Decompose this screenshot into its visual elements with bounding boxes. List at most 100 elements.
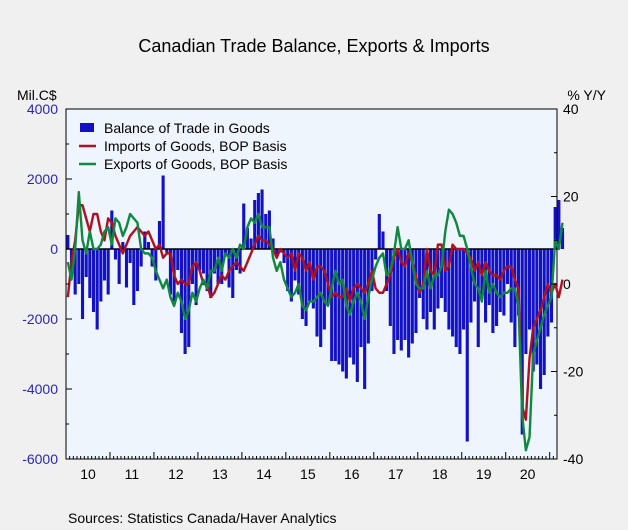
balance-bar <box>146 242 151 249</box>
balance-bar <box>66 235 70 249</box>
balance-bar <box>425 249 429 330</box>
legend-label: Exports of Goods, BOP Basis <box>104 156 287 172</box>
year-label: 15 <box>300 466 316 482</box>
year-label: 16 <box>344 466 360 482</box>
balance-bar <box>557 200 561 249</box>
balance-bar <box>516 249 521 316</box>
balance-bar <box>110 210 114 249</box>
balance-bar <box>117 249 121 284</box>
balance-bar <box>113 249 118 260</box>
balance-bar <box>491 249 495 333</box>
balance-bar <box>377 214 381 249</box>
balance-bar <box>201 249 205 274</box>
balance-bar <box>282 249 286 263</box>
balance-bar <box>256 193 260 249</box>
balance-bar <box>407 249 411 358</box>
balance-bar <box>443 249 447 312</box>
balance-bar <box>381 231 385 249</box>
balance-bar <box>502 249 506 316</box>
balance-bar <box>264 214 268 249</box>
balance-bar <box>326 249 330 305</box>
balance-bar <box>161 175 165 249</box>
left-tick-label: -2000 <box>22 311 58 327</box>
balance-bar <box>121 242 125 249</box>
balance-bar <box>183 249 187 354</box>
left-tick-label: -4000 <box>22 381 58 397</box>
legend-swatch-balance <box>80 123 94 132</box>
balance-bar <box>84 249 88 277</box>
balance-bar <box>476 249 480 347</box>
balance-bar <box>414 249 418 333</box>
balance-bar <box>73 249 77 295</box>
balance-bar <box>135 249 140 291</box>
balance-bar <box>238 249 242 274</box>
balance-bar <box>436 249 440 309</box>
balance-bar <box>352 249 356 365</box>
balance-bar <box>484 249 488 323</box>
balance-bar <box>388 249 392 326</box>
balance-bar <box>520 249 524 435</box>
balance-bar <box>80 249 85 319</box>
balance-bar <box>355 249 359 382</box>
year-label: 12 <box>168 466 184 482</box>
balance-bar <box>304 249 308 326</box>
chart-title: Canadian Trade Balance, Exports & Import… <box>138 36 489 56</box>
balance-bar <box>319 249 323 347</box>
right-tick-label: -40 <box>563 451 583 467</box>
balance-bar <box>440 249 444 298</box>
balance-bar <box>513 249 517 347</box>
balance-bar <box>509 249 513 323</box>
balance-bar <box>308 249 312 302</box>
balance-bar <box>168 249 173 295</box>
balance-bar <box>495 249 499 326</box>
balance-bar <box>538 249 543 389</box>
year-label: 18 <box>432 466 448 482</box>
balance-bar <box>91 249 96 312</box>
year-label: 17 <box>388 466 404 482</box>
balance-bar <box>341 249 345 372</box>
balance-bar <box>553 207 557 249</box>
balance-bar <box>487 249 491 305</box>
legend-label: Imports of Goods, BOP Basis <box>104 138 287 154</box>
axes: 4000 2000 0 -2000 -4000 -6000 40 20 0 -20 -40 10 11 1… <box>22 101 583 482</box>
balance-bar <box>315 249 319 337</box>
balance-bar <box>234 249 238 270</box>
balance-bar <box>560 228 565 249</box>
balance-bar <box>473 249 477 302</box>
balance-bar <box>418 249 422 298</box>
balance-bar <box>231 249 235 298</box>
left-tick-label: 4000 <box>27 101 58 117</box>
balance-bar <box>297 249 301 295</box>
balance-bar <box>271 238 275 249</box>
balance-bar <box>157 221 162 249</box>
balance-bar <box>95 249 99 330</box>
balance-bar <box>458 249 462 354</box>
balance-bar <box>205 249 209 291</box>
balance-bar <box>242 203 246 249</box>
balance-bar <box>396 249 400 340</box>
balance-bar <box>333 249 337 361</box>
balance-bar <box>432 249 436 330</box>
balance-bar <box>524 249 528 354</box>
right-tick-label: 0 <box>563 276 571 292</box>
right-tick-label: -20 <box>563 364 583 380</box>
balance-bar <box>527 249 532 330</box>
balance-bar <box>102 249 107 281</box>
balance-bar <box>106 249 110 295</box>
source-note: Sources: Statistics Canada/Haver Analyti… <box>68 510 336 526</box>
left-tick-label: 2000 <box>27 171 58 187</box>
balance-bar <box>293 249 297 281</box>
right-tick-label: 40 <box>563 101 579 117</box>
balance-bar <box>399 249 403 351</box>
year-label: 19 <box>476 466 492 482</box>
year-label: 10 <box>80 466 96 482</box>
balance-bar <box>469 249 473 323</box>
balance-bar <box>300 249 304 319</box>
year-label: 11 <box>125 466 140 482</box>
balance-bar <box>337 249 341 365</box>
balance-bar <box>253 200 257 249</box>
exports-line <box>66 190 564 452</box>
imports-line <box>66 204 564 421</box>
balance-bar <box>124 249 129 288</box>
